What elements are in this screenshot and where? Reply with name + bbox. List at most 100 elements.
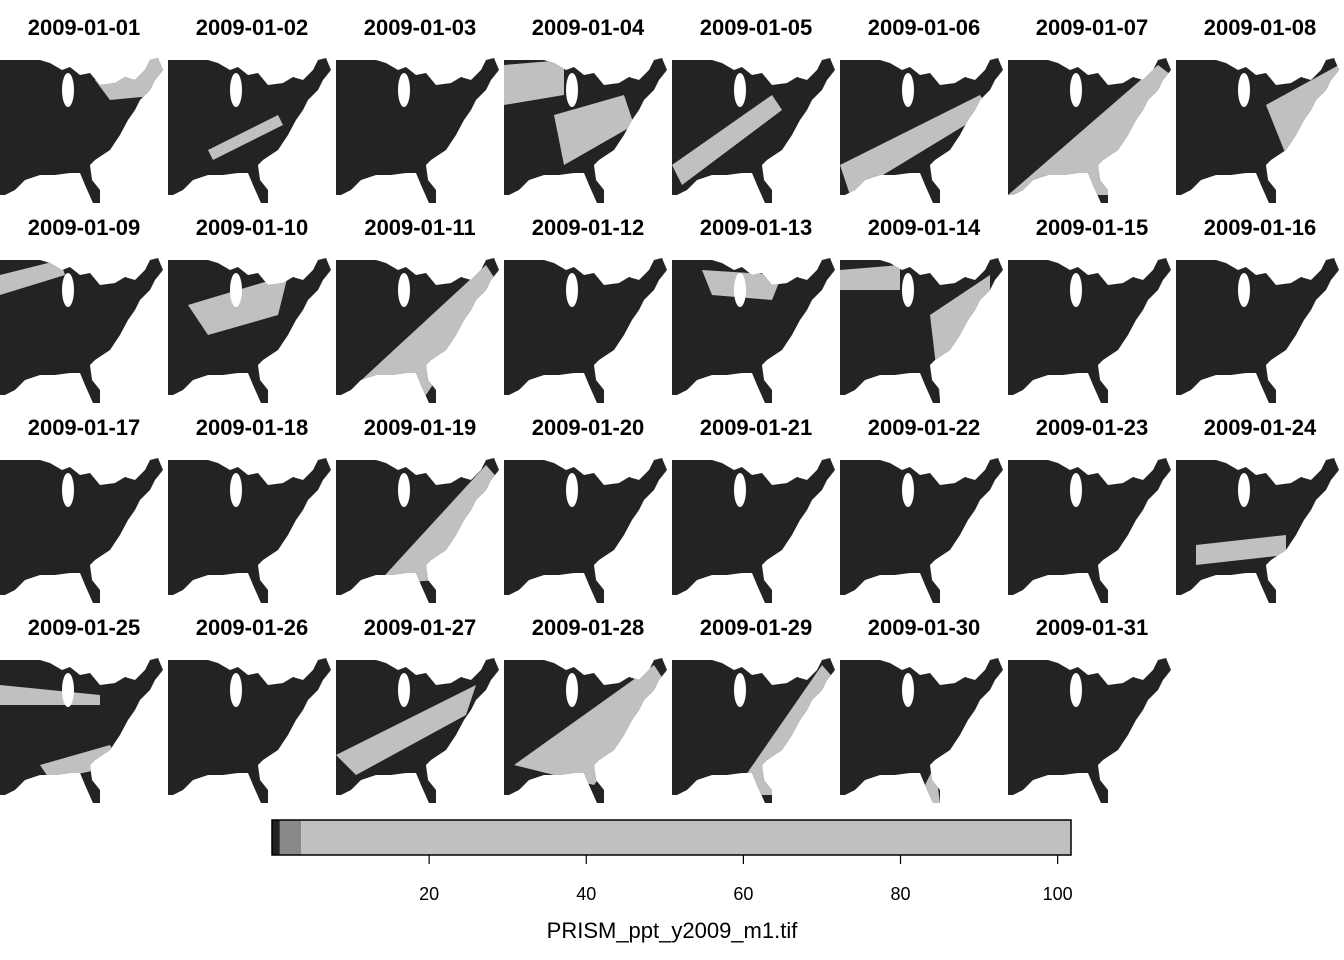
lake — [566, 273, 578, 307]
lake — [734, 273, 746, 307]
map-land — [1008, 458, 1171, 603]
map — [336, 458, 499, 603]
tick-label: 60 — [733, 884, 753, 904]
panel-title: 2009-01-23 — [1036, 415, 1149, 440]
panel-title: 2009-01-12 — [532, 215, 645, 240]
panel-title: 2009-01-03 — [364, 15, 477, 40]
precip-area — [840, 95, 990, 195]
precip-area — [1196, 535, 1286, 565]
map-land — [0, 458, 163, 603]
map-land — [840, 658, 1003, 803]
map-land — [168, 658, 331, 803]
map — [504, 658, 667, 803]
map — [336, 658, 499, 803]
precip-area — [554, 95, 634, 165]
panel-title: 2009-01-08 — [1204, 15, 1317, 40]
tick-label: 20 — [419, 884, 439, 904]
map-panel: 2009-01-06 — [840, 15, 1003, 203]
panel-title: 2009-01-15 — [1036, 215, 1149, 240]
map-panel: 2009-01-14 — [840, 215, 1003, 403]
map-panel: 2009-01-04 — [504, 15, 667, 203]
panel-title: 2009-01-27 — [364, 615, 477, 640]
map-land — [336, 58, 499, 203]
lake — [1070, 673, 1082, 707]
precip-area — [376, 465, 499, 585]
lake — [230, 273, 242, 307]
map-panel: 2009-01-26 — [168, 615, 331, 803]
tick-label: 40 — [576, 884, 596, 904]
map — [1176, 458, 1339, 603]
lake — [398, 673, 410, 707]
panel-title: 2009-01-01 — [28, 15, 141, 40]
panel-title: 2009-01-28 — [532, 615, 645, 640]
map-panel: 2009-01-29 — [672, 615, 835, 803]
lake — [1238, 73, 1250, 107]
map-land — [1176, 458, 1339, 603]
tick-label: 100 — [1043, 884, 1073, 904]
panel-title: 2009-01-02 — [196, 15, 309, 40]
precip-area — [40, 745, 120, 780]
precip-area — [356, 265, 499, 395]
lake — [1070, 473, 1082, 507]
panel-title: 2009-01-24 — [1204, 415, 1317, 440]
lake — [734, 473, 746, 507]
lake — [1070, 73, 1082, 107]
map — [1008, 258, 1171, 403]
map-land — [1008, 658, 1171, 803]
tick-label: 80 — [890, 884, 910, 904]
map-panel: 2009-01-13 — [672, 215, 835, 403]
lake — [1070, 273, 1082, 307]
map-land — [840, 458, 1003, 603]
map-panel: 2009-01-02 — [168, 15, 331, 203]
panel-title: 2009-01-25 — [28, 615, 141, 640]
lake — [566, 73, 578, 107]
precip-area — [672, 95, 782, 185]
lake — [566, 473, 578, 507]
lake — [902, 73, 914, 107]
panel-grid: 2009-01-01 2009-01-02 2009-01-03 2009-01-04… — [0, 15, 1339, 803]
panel-title: 2009-01-20 — [532, 415, 645, 440]
map — [1176, 258, 1339, 403]
panel-title: 2009-01-19 — [364, 415, 477, 440]
panel-title: 2009-01-04 — [532, 15, 645, 40]
panel-title: 2009-01-31 — [1036, 615, 1149, 640]
map-panel: 2009-01-11 — [336, 215, 499, 403]
map-land — [1008, 258, 1171, 403]
map-land — [504, 258, 667, 403]
map-panel: 2009-01-12 — [504, 215, 667, 403]
panel-title: 2009-01-13 — [700, 215, 813, 240]
map-panel: 2009-01-03 — [336, 15, 499, 203]
map — [168, 658, 331, 803]
panel-title: 2009-01-11 — [364, 215, 475, 240]
panel-title: 2009-01-09 — [28, 215, 141, 240]
map — [504, 458, 667, 603]
precip-area — [840, 265, 900, 290]
map — [840, 658, 1003, 803]
map — [0, 658, 163, 803]
map-panel: 2009-01-19 — [336, 415, 499, 603]
precip-area — [336, 685, 476, 775]
map-panel: 2009-01-18 — [168, 415, 331, 603]
lake — [398, 473, 410, 507]
lake — [230, 473, 242, 507]
map-land — [1176, 258, 1339, 403]
panel-title: 2009-01-17 — [28, 415, 141, 440]
map — [1008, 458, 1171, 603]
map-panel: 2009-01-20 — [504, 415, 667, 603]
precip-area — [732, 665, 835, 795]
lake — [398, 73, 410, 107]
lake — [62, 473, 74, 507]
lake — [1238, 273, 1250, 307]
map-land — [504, 458, 667, 603]
panel-title: 2009-01-21 — [700, 415, 813, 440]
panel-title: 2009-01-29 — [700, 615, 813, 640]
map-panel: 2009-01-25 — [0, 615, 163, 803]
lake — [398, 273, 410, 307]
map-panel: 2009-01-01 — [0, 15, 163, 203]
map — [840, 258, 1003, 403]
map — [504, 58, 667, 203]
map-land — [672, 458, 835, 603]
precip-area — [95, 58, 163, 100]
panel-title: 2009-01-05 — [700, 15, 813, 40]
map-panel: 2009-01-23 — [1008, 415, 1171, 603]
